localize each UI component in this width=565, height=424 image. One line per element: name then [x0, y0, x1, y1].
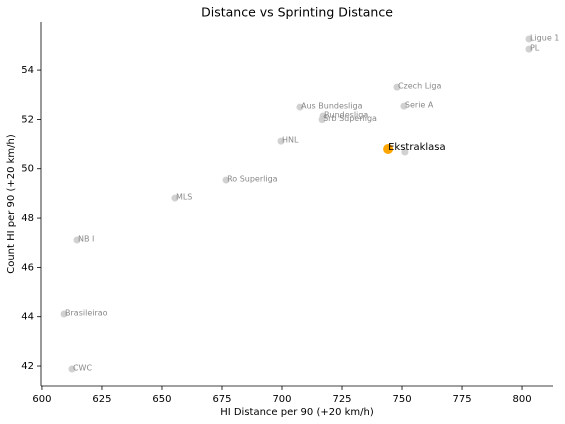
x-tick-label: 600	[32, 394, 51, 405]
point-label: HNL	[282, 136, 299, 145]
point	[318, 116, 326, 124]
y-tick-label: 48	[21, 213, 34, 224]
x-tick-label: 750	[392, 394, 411, 405]
x-tick-label: 775	[452, 394, 471, 405]
point	[393, 83, 401, 91]
point	[383, 144, 394, 155]
y-tick-label: 42	[21, 361, 34, 372]
point	[296, 103, 304, 111]
point-label: MLS	[176, 193, 192, 202]
point-label: Czech Liga	[398, 82, 441, 91]
point-label: Ligue 1	[530, 34, 559, 43]
point	[277, 137, 285, 145]
point-label: Serie A	[405, 101, 434, 110]
y-tick-label: 44	[21, 312, 34, 323]
point	[525, 45, 533, 53]
point-label: Ekstraklasa	[388, 142, 446, 153]
x-axis-label: HI Distance per 90 (+20 km/h)	[220, 407, 374, 418]
point	[60, 310, 68, 318]
point-label: NB I	[78, 235, 94, 244]
point	[400, 102, 408, 110]
point	[73, 236, 81, 244]
y-tick-label: 52	[21, 114, 34, 125]
x-tick-label: 725	[332, 394, 351, 405]
point	[68, 365, 76, 373]
point	[525, 35, 533, 43]
x-tick-label: 675	[212, 394, 231, 405]
point-label: PL	[530, 44, 540, 53]
point-label: Aus Bundesliga	[301, 102, 363, 111]
x-tick-label: 800	[512, 394, 531, 405]
y-tick-label: 50	[21, 164, 34, 175]
point	[401, 148, 409, 156]
chart-title: Distance vs Sprinting Distance	[201, 5, 393, 20]
point	[222, 176, 230, 184]
y-tick-label: 46	[21, 262, 34, 273]
point-label: Ro Superliga	[227, 175, 278, 184]
point-label: Brasileirao	[65, 308, 108, 317]
point-label: CWC	[73, 363, 92, 372]
y-tick-label: 54	[21, 65, 34, 76]
x-tick-label: 700	[272, 394, 291, 405]
point-label: Bundesliga	[324, 110, 368, 119]
x-tick-label: 625	[92, 394, 111, 405]
x-tick-label: 650	[152, 394, 171, 405]
point	[171, 194, 179, 202]
y-axis-label: Count HI per 90 (+20 km/h)	[6, 134, 17, 274]
point-label: Srb Superliga	[323, 114, 377, 123]
